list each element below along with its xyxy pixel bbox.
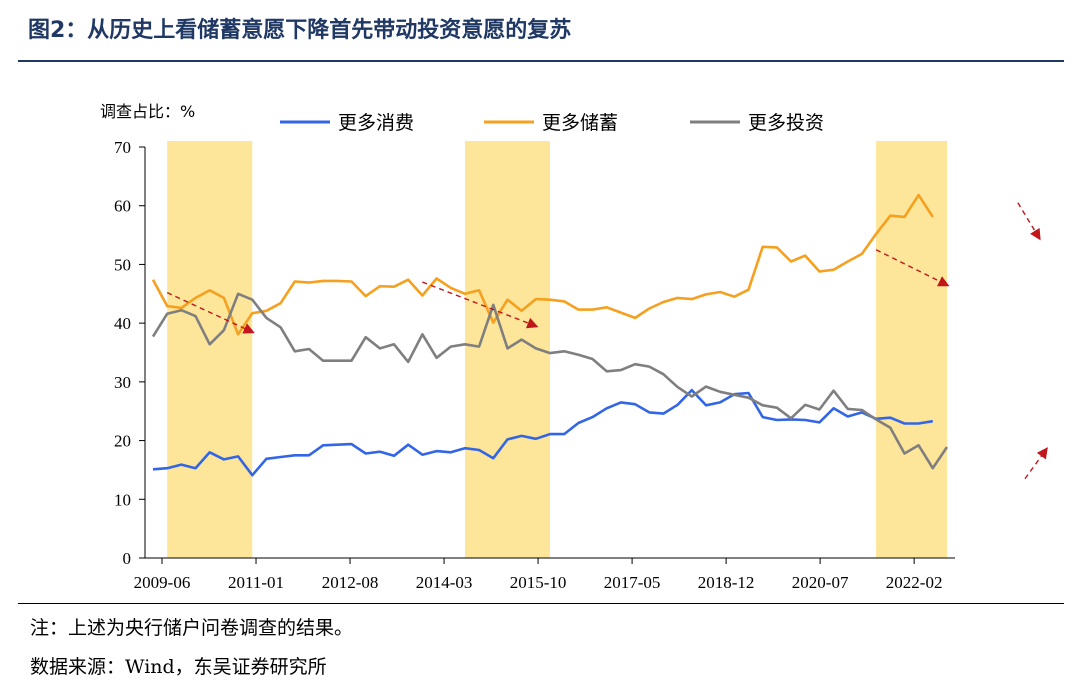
shaded-periods — [167, 141, 947, 558]
x-tick-label: 2018-12 — [698, 573, 755, 592]
series-line-1 — [152, 388, 934, 477]
shaded-period-3 — [876, 141, 947, 558]
series-line-3 — [151, 292, 949, 470]
legend-label-1: 更多消费 — [338, 112, 414, 134]
y-tick-label: 40 — [114, 314, 131, 333]
data-source: 数据来源：Wind，东吴证券研究所 — [30, 656, 327, 678]
y-tick-label: 50 — [114, 255, 131, 274]
y-tick-label: 70 — [114, 138, 131, 157]
trend-arrow-3 — [875, 249, 950, 287]
legend-label-2: 更多储蓄 — [542, 112, 618, 134]
x-tick-label: 2017-05 — [604, 573, 661, 592]
x-tick-label: 2011-01 — [228, 573, 284, 592]
y-axis-label: 调查占比：% — [100, 102, 195, 121]
footer-divider — [18, 603, 1064, 604]
title-divider — [18, 60, 1064, 62]
chart-title: 图2：从历史上看储蓄意愿下降首先带动投资意愿的复苏 — [28, 18, 572, 43]
series-lines — [151, 193, 949, 477]
series-line-2 — [151, 193, 934, 336]
x-tick-label: 2012-08 — [322, 573, 379, 592]
trend-arrow-4 — [1017, 202, 1041, 241]
trend-arrow-5 — [1024, 447, 1048, 480]
trend-arrows — [166, 202, 1048, 480]
legend-label-3: 更多投资 — [748, 112, 824, 134]
footnote: 注：上述为央行储户问卷调查的结果。 — [30, 617, 354, 639]
x-tick-label: 2020-07 — [792, 573, 849, 592]
x-tick-label: 2009-06 — [134, 573, 191, 592]
y-tick-label: 20 — [114, 432, 131, 451]
shaded-period-1 — [167, 141, 253, 558]
y-tick-label: 10 — [114, 490, 131, 509]
legend: 更多消费 更多储蓄 更多投资 — [280, 112, 824, 134]
y-tick-label: 60 — [114, 197, 131, 216]
x-tick-label: 2014-03 — [416, 573, 473, 592]
trend-arrow-2 — [422, 281, 539, 329]
trend-arrow-1 — [166, 291, 255, 334]
x-tick-label: 2022-02 — [886, 573, 943, 592]
axes: 0 10 20 30 40 50 60 70 2009-06 2011-01 2012-08 2014… — [114, 138, 955, 592]
y-tick-label: 0 — [123, 549, 132, 568]
x-tick-label: 2015-10 — [510, 573, 567, 592]
y-tick-label: 30 — [114, 373, 131, 392]
